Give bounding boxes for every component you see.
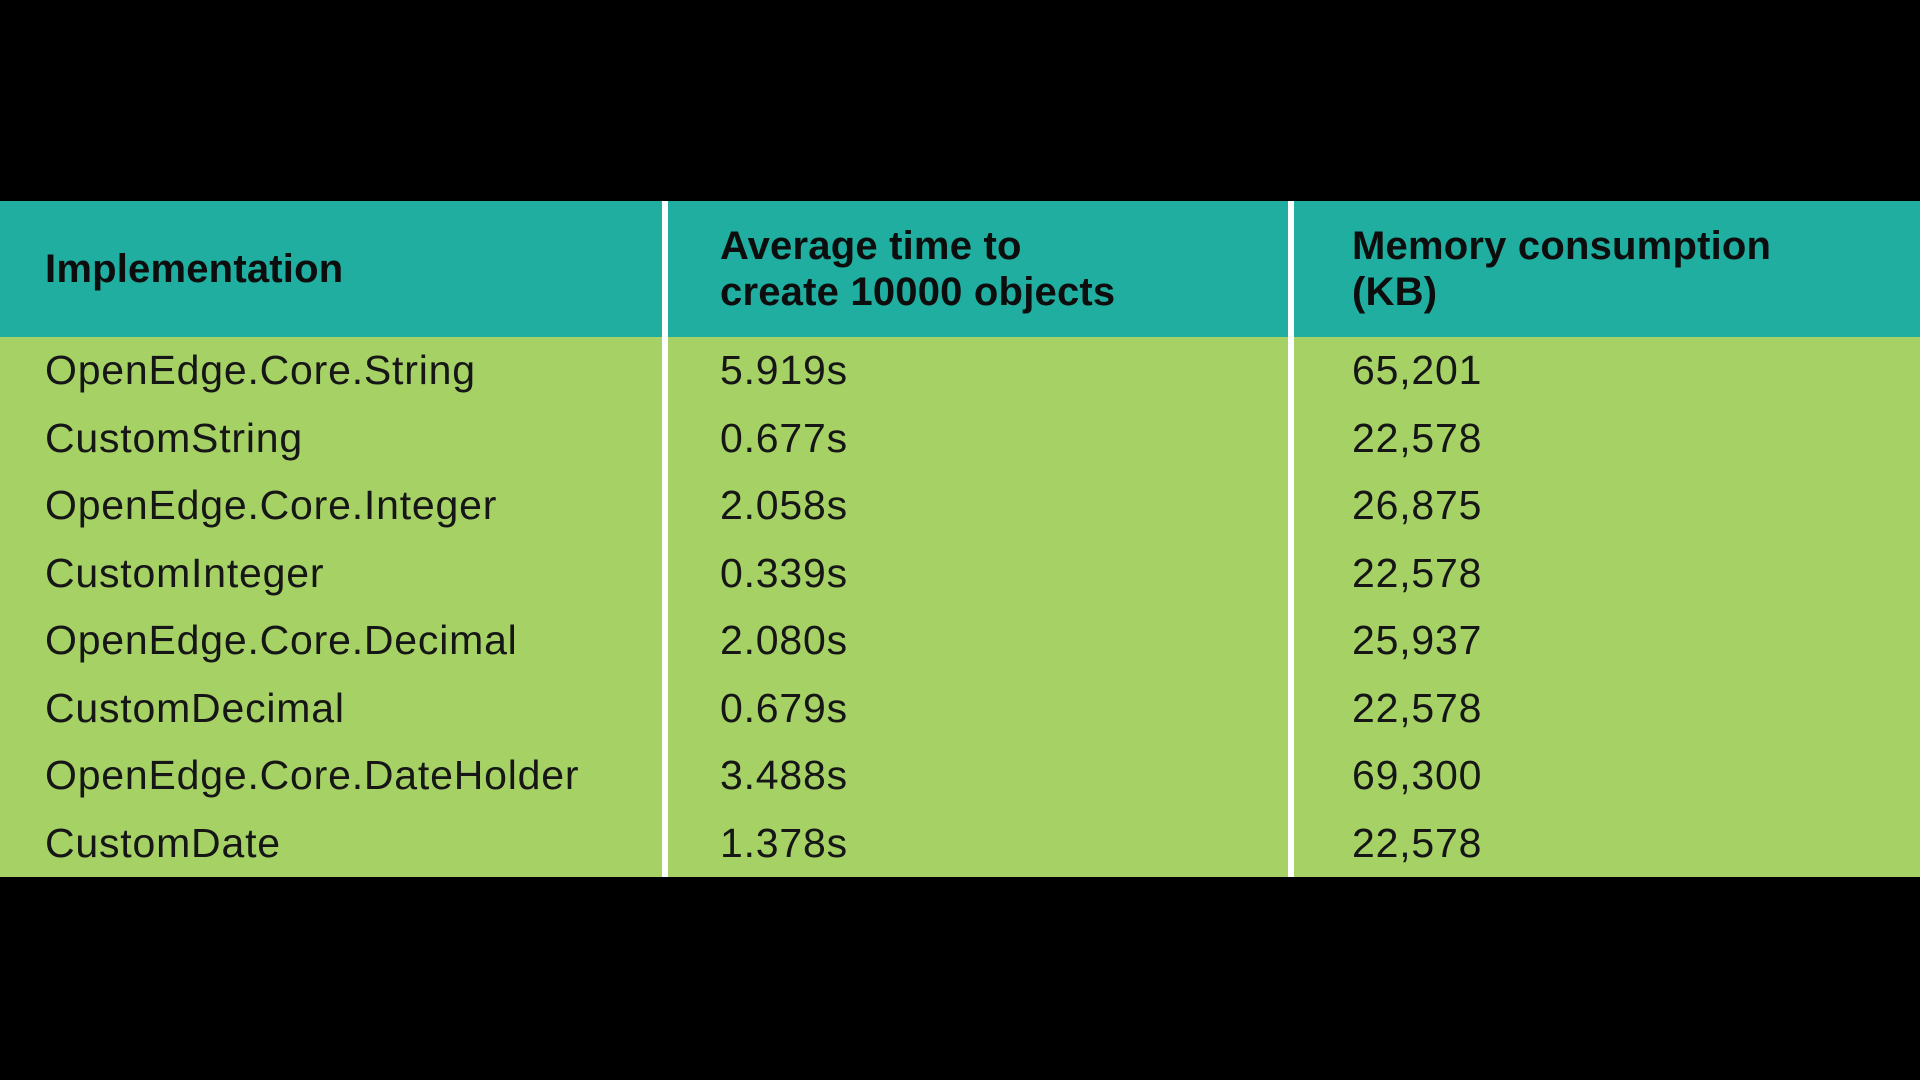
cell-avg-time: 5.919s xyxy=(662,337,1288,405)
cell-memory: 22,578 xyxy=(1288,404,1920,472)
cell-implementation: OpenEdge.Core.Decimal xyxy=(45,617,518,664)
header-average-time-line1: Average time to xyxy=(720,224,1022,268)
cell-avg-time: 1.378s xyxy=(662,809,1288,877)
cell-avg-time: 0.339s xyxy=(662,539,1288,607)
cell-memory: 26,875 xyxy=(1288,472,1920,540)
table-row: OpenEdge.Core.DateHolder 3.488s 69,300 xyxy=(0,742,1920,810)
cell-memory: 22,578 xyxy=(1288,539,1920,607)
table-body: OpenEdge.Core.String 5.919s 65,201 Custo… xyxy=(0,337,1920,877)
table-row: OpenEdge.Core.String 5.919s 65,201 xyxy=(0,337,1920,405)
cell-memory: 65,201 xyxy=(1288,337,1920,405)
benchmark-table: Implementation Average time to create 10… xyxy=(0,201,1920,877)
cell-implementation: OpenEdge.Core.DateHolder xyxy=(45,752,580,799)
cell-avg-time: 2.058s xyxy=(662,472,1288,540)
cell-implementation: OpenEdge.Core.Integer xyxy=(45,482,498,529)
cell-avg-time: 0.679s xyxy=(662,674,1288,742)
table-row: OpenEdge.Core.Integer 2.058s 26,875 xyxy=(0,472,1920,540)
header-average-time: Average time to create 10000 objects xyxy=(662,201,1288,337)
cell-implementation: CustomString xyxy=(45,414,303,461)
table-row: CustomDate 1.378s 22,578 xyxy=(0,809,1920,877)
table-row: CustomDecimal 0.679s 22,578 xyxy=(0,674,1920,742)
cell-implementation: OpenEdge.Core.String xyxy=(45,347,476,394)
cell-implementation: CustomInteger xyxy=(45,549,325,596)
header-memory-consumption-line1: Memory consumption xyxy=(1352,224,1772,268)
cell-implementation: CustomDate xyxy=(45,819,281,866)
cell-avg-time: 2.080s xyxy=(662,607,1288,675)
cell-memory: 25,937 xyxy=(1288,607,1920,675)
cell-avg-time: 3.488s xyxy=(662,742,1288,810)
header-implementation-line1: Implementation xyxy=(45,247,344,291)
header-average-time-line2: create 10000 objects xyxy=(720,270,1116,314)
table-header-row: Implementation Average time to create 10… xyxy=(0,201,1920,337)
cell-implementation: CustomDecimal xyxy=(45,684,345,731)
cell-memory: 22,578 xyxy=(1288,674,1920,742)
table-row: OpenEdge.Core.Decimal 2.080s 25,937 xyxy=(0,607,1920,675)
table-row: CustomString 0.677s 22,578 xyxy=(0,404,1920,472)
cell-memory: 22,578 xyxy=(1288,809,1920,877)
header-memory-consumption: Memory consumption (KB) xyxy=(1288,201,1920,337)
cell-avg-time: 0.677s xyxy=(662,404,1288,472)
cell-memory: 69,300 xyxy=(1288,742,1920,810)
header-memory-consumption-line2: (KB) xyxy=(1352,270,1438,314)
header-implementation: Implementation xyxy=(0,201,662,337)
table-row: CustomInteger 0.339s 22,578 xyxy=(0,539,1920,607)
